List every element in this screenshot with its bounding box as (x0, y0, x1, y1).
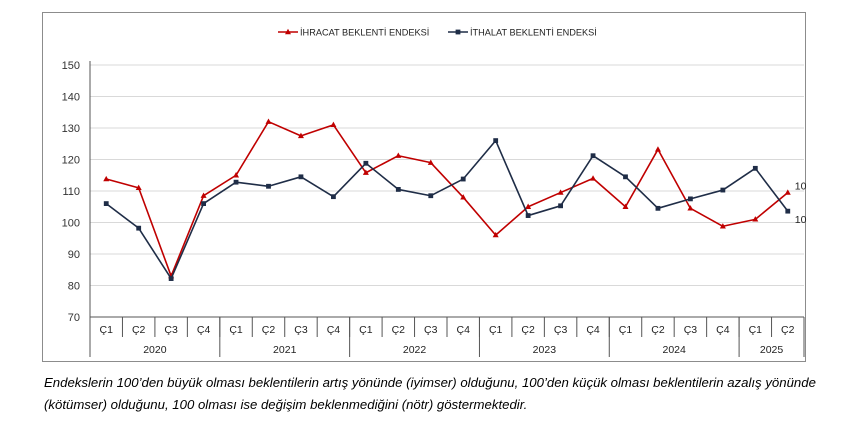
y-tick-label: 70 (68, 312, 80, 324)
year-label: 2020 (143, 344, 167, 356)
x-tick-label: Ç3 (294, 324, 308, 336)
x-tick-label: Ç4 (197, 324, 211, 336)
data-point-marker (330, 121, 337, 128)
y-tick-label: 110 (62, 186, 80, 198)
data-point-marker (688, 196, 693, 202)
data-point-marker (200, 192, 207, 198)
data-point-marker (460, 176, 466, 182)
data-point-marker (233, 179, 239, 185)
y-tick-label: 130 (62, 123, 80, 135)
y-tick-label: 100 (62, 218, 80, 230)
line-chart: 70 80 90 100 110 120 130 140 150 Ç1 Ç2 Ç3 Ç4 Ç1 Ç2 Ç3 Ç4… (62, 28, 807, 357)
x-tick-label: Ç1 (359, 324, 373, 336)
data-point-marker (492, 231, 499, 238)
end-data-label: 109,5 (795, 181, 807, 193)
data-point-marker (395, 187, 401, 192)
x-tick-label: Ç1 (100, 324, 114, 336)
x-tick-label: Ç4 (457, 324, 471, 336)
x-tick-label: Ç1 (619, 324, 633, 336)
chart-caption: Endekslerin 100’den büyük olması beklent… (44, 375, 816, 412)
x-tick-label: Ç2 (521, 324, 535, 336)
data-point-marker (427, 159, 434, 165)
chart-frame: 70 80 90 100 110 120 130 140 150 Ç1 Ç2 Ç3 Ç4 Ç1 Ç2 Ç3 Ç4… (42, 12, 807, 362)
data-point-marker (493, 138, 499, 143)
series-line (106, 120, 789, 277)
data-point-marker (623, 174, 628, 180)
x-tick-label: Ç4 (327, 324, 341, 336)
data-point-marker (266, 183, 271, 189)
data-point-marker (363, 160, 369, 166)
x-tick-label: Ç3 (554, 324, 568, 336)
data-point-marker (590, 153, 596, 159)
x-tick-label: Ç1 (229, 324, 243, 336)
x-tick-label: Ç4 (716, 324, 730, 336)
y-tick-label: 80 (68, 281, 80, 293)
x-tick-label: Ç2 (651, 324, 665, 336)
data-point-marker (136, 225, 142, 231)
data-point-marker (719, 223, 726, 229)
legend-item: İTHALAT BEKLENTİ ENDEKSİ (448, 28, 597, 38)
legend-label: İTHALAT BEKLENTİ ENDEKSİ (470, 28, 597, 38)
y-tick-label: 120 (62, 155, 80, 167)
data-point-marker (298, 174, 304, 180)
series-ithalat: 103,6 (103, 138, 807, 281)
x-tick-label: Ç3 (684, 324, 698, 336)
x-tick-label: Ç4 (586, 324, 600, 336)
data-point-marker (557, 189, 564, 195)
data-point-marker (785, 208, 791, 214)
x-tick-label: Ç3 (164, 324, 178, 336)
data-point-marker (752, 165, 758, 171)
x-tick-label: Ç1 (489, 324, 503, 336)
year-label: 2023 (533, 344, 557, 356)
series-ihracat: 109,5 (103, 118, 807, 279)
data-point-marker (395, 152, 402, 158)
legend-label: İHRACAT BEKLENTİ ENDEKSİ (300, 28, 429, 38)
data-point-marker (784, 189, 791, 195)
series-line (105, 139, 789, 280)
data-point-marker (460, 194, 467, 200)
y-tick-label: 140 (62, 92, 80, 104)
data-point-marker (622, 203, 629, 209)
data-point-marker (201, 201, 206, 206)
x-tick-label: Ç2 (132, 324, 146, 336)
data-point-marker (558, 203, 563, 209)
y-tick-label: 90 (68, 249, 80, 261)
data-point-marker (654, 146, 661, 152)
data-point-marker (752, 216, 759, 222)
end-data-label: 103,6 (795, 214, 807, 226)
data-point-marker (265, 118, 272, 124)
year-label: 2025 (760, 344, 784, 356)
data-point-marker (233, 172, 240, 178)
y-tick-label: 150 (62, 60, 80, 72)
data-point-marker (525, 213, 531, 218)
year-label: 2024 (663, 344, 687, 356)
data-point-marker (428, 193, 434, 199)
legend-item: İHRACAT BEKLENTİ ENDEKSİ (278, 28, 429, 38)
data-point-marker (331, 194, 336, 200)
data-point-marker (687, 205, 694, 211)
x-tick-label: Ç2 (781, 324, 795, 336)
legend-swatch-marker (455, 29, 461, 35)
data-point-marker (590, 175, 597, 181)
legend-swatch-marker (285, 28, 291, 35)
data-point-marker (103, 201, 109, 206)
data-point-marker (655, 205, 661, 211)
data-point-marker (362, 169, 369, 175)
x-tick-label: Ç3 (424, 324, 438, 336)
year-label: 2022 (403, 344, 427, 356)
x-tick-label: Ç1 (749, 324, 763, 336)
data-point-marker (525, 203, 532, 209)
data-point-marker (297, 132, 304, 139)
x-tick-label: Ç2 (262, 324, 276, 336)
data-point-marker (135, 184, 142, 191)
data-point-marker (720, 187, 726, 193)
x-tick-label: Ç2 (392, 324, 406, 336)
data-point-marker (103, 175, 110, 182)
year-label: 2021 (273, 344, 297, 356)
data-point-marker (168, 276, 174, 281)
